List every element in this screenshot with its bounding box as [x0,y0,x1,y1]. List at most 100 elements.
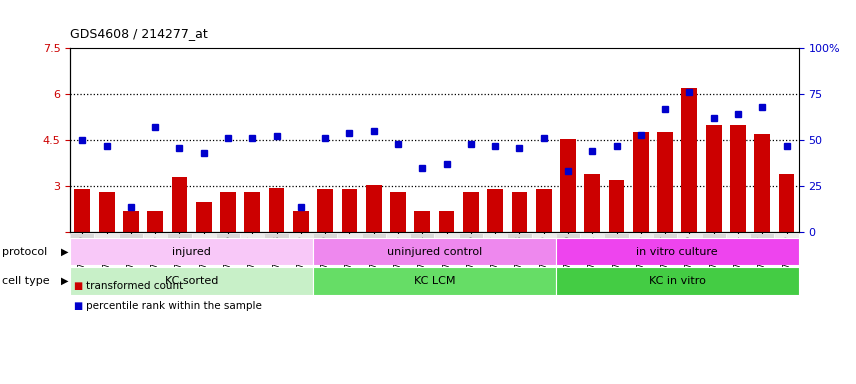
Bar [508,234,532,265]
Bar [196,202,211,232]
Bar [483,234,508,265]
Bar [609,180,624,232]
Text: protocol: protocol [2,247,47,257]
Text: GSM753010: GSM753010 [321,235,330,286]
Text: GSM753012: GSM753012 [369,235,378,286]
Bar [171,177,187,232]
Bar [726,234,750,265]
Bar [313,267,556,295]
Bar [604,234,628,265]
Text: GSM753029: GSM753029 [296,235,306,286]
Bar [556,234,580,265]
Text: GSM753015: GSM753015 [442,235,451,286]
Bar [293,211,309,232]
Text: GSM753017: GSM753017 [490,235,500,286]
Text: GSM753014: GSM753014 [418,235,427,286]
Bar [730,125,746,232]
Bar [337,234,361,265]
Bar [70,234,94,265]
Bar [677,234,702,265]
Text: GSM753026: GSM753026 [223,235,233,286]
Text: GSM753031: GSM753031 [588,235,597,286]
Bar [410,234,434,265]
Bar [265,234,288,265]
Bar [779,174,794,232]
Bar [245,192,260,232]
Bar [94,234,119,265]
Text: GDS4608 / 214277_at: GDS4608 / 214277_at [70,27,208,40]
Text: GSM753025: GSM753025 [199,235,208,286]
Text: GSM753044: GSM753044 [734,235,742,286]
Bar [580,234,604,265]
Text: in vitro culture: in vitro culture [636,247,718,257]
Bar [220,192,236,232]
Bar [288,234,313,265]
Bar [390,192,406,232]
Text: ■: ■ [73,301,82,311]
Bar [459,234,483,265]
Bar [653,234,677,265]
Bar [487,189,503,232]
Bar [512,192,527,232]
Text: GSM753047: GSM753047 [758,235,767,286]
Bar [269,188,284,232]
Bar [438,211,455,232]
Text: KC LCM: KC LCM [413,276,455,286]
Text: GSM753028: GSM753028 [272,235,281,286]
Bar [775,234,799,265]
Text: KC in vitro: KC in vitro [649,276,705,286]
Bar [560,139,576,232]
Bar [434,234,459,265]
Bar [585,174,600,232]
Text: GSM753023: GSM753023 [151,235,160,286]
Bar [361,234,386,265]
Text: transformed count: transformed count [86,281,183,291]
Text: GSM753022: GSM753022 [127,235,135,286]
Text: GSM753049: GSM753049 [782,235,791,286]
Text: ▶: ▶ [61,276,68,286]
Text: cell type: cell type [2,276,50,286]
Bar [313,234,337,265]
Bar [532,234,556,265]
Bar [366,185,382,232]
Text: GSM753021: GSM753021 [102,235,111,286]
Bar [414,211,431,232]
Text: GSM753032: GSM753032 [612,235,621,286]
Bar [70,238,313,265]
Bar [556,267,799,295]
Bar [123,211,139,232]
Bar [681,88,698,232]
Bar [657,132,673,232]
Text: GSM753035: GSM753035 [636,235,645,286]
Bar [628,234,653,265]
Text: percentile rank within the sample: percentile rank within the sample [86,301,261,311]
Bar [536,189,551,232]
Bar [633,132,649,232]
Bar [147,211,163,232]
Text: GSM753013: GSM753013 [394,235,402,286]
Text: GSM753030: GSM753030 [563,235,573,286]
Text: GSM753016: GSM753016 [467,235,475,286]
Text: GSM753011: GSM753011 [345,235,354,286]
Bar [754,134,770,232]
Text: GSM753024: GSM753024 [175,235,184,286]
Bar [386,234,410,265]
Bar [192,234,216,265]
Text: GSM753039: GSM753039 [685,235,694,286]
Bar [167,234,192,265]
Text: ■: ■ [73,281,82,291]
Text: ▶: ▶ [61,247,68,257]
Text: uninjured control: uninjured control [387,247,482,257]
Text: GSM753018: GSM753018 [515,235,524,286]
Bar [463,192,479,232]
Text: GSM753027: GSM753027 [247,235,257,286]
Bar [74,189,90,232]
Bar [119,234,143,265]
Text: KC sorted: KC sorted [165,276,218,286]
Bar [750,234,775,265]
Bar [318,189,333,232]
Bar [241,234,265,265]
Text: GSM753019: GSM753019 [539,235,548,286]
Bar [70,267,313,295]
Bar [98,192,115,232]
